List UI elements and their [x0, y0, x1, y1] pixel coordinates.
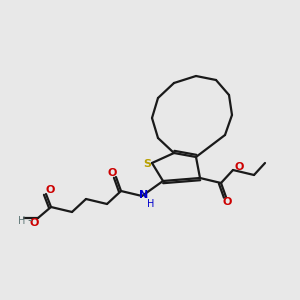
Text: H: H — [147, 199, 155, 209]
Text: O: O — [29, 218, 39, 228]
Text: O: O — [222, 197, 232, 207]
Text: H: H — [18, 216, 26, 226]
Text: O: O — [234, 162, 244, 172]
Text: O: O — [45, 185, 55, 195]
Text: -: - — [28, 214, 32, 227]
Text: N: N — [140, 190, 148, 200]
Text: S: S — [143, 159, 151, 169]
Text: O: O — [107, 168, 117, 178]
